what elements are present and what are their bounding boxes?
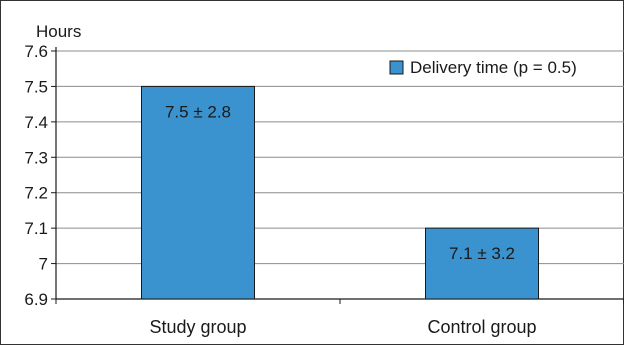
legend: Delivery time (p = 0.5) [389, 58, 577, 77]
y-tick-label: 7.1 [24, 219, 48, 238]
bars [141, 85, 539, 300]
y-tick-label: 6.9 [24, 290, 48, 309]
legend-swatch [389, 60, 404, 75]
y-axis-title: Hours [36, 22, 81, 41]
y-tick-label: 7 [39, 255, 48, 274]
x-tick-label: Study group [149, 317, 246, 337]
bar [425, 227, 539, 300]
legend-label: Delivery time (p = 0.5) [410, 58, 577, 77]
y-tick-label: 7.6 [24, 42, 48, 61]
y-tick-label: 7.4 [24, 113, 48, 132]
labels: 6.9 7 7.1 7.2 7.3 7.4 7.5 7.6 7.5 ± 2.8 Study gro… [24, 42, 536, 337]
data-label: 7.5 ± 2.8 [165, 102, 231, 121]
bar [141, 85, 255, 300]
y-tick-label: 7.3 [24, 148, 48, 167]
x-tick-label: Control group [427, 317, 536, 337]
y-tick-label: 7.2 [24, 184, 48, 203]
data-label: 7.1 ± 3.2 [449, 244, 515, 263]
y-tick-label: 7.5 [24, 77, 48, 96]
